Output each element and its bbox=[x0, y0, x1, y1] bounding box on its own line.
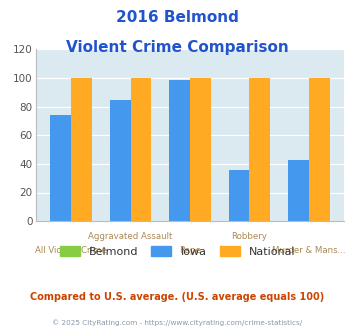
Legend: Belmond, Iowa, National: Belmond, Iowa, National bbox=[56, 243, 299, 260]
Text: Rape: Rape bbox=[179, 246, 201, 255]
Bar bbox=[249, 78, 270, 221]
Text: © 2025 CityRating.com - https://www.cityrating.com/crime-statistics/: © 2025 CityRating.com - https://www.city… bbox=[53, 319, 302, 326]
Bar bbox=[169, 80, 190, 221]
Bar bbox=[309, 78, 329, 221]
Text: Aggravated Assault: Aggravated Assault bbox=[88, 232, 173, 241]
Bar bbox=[131, 78, 151, 221]
Text: Compared to U.S. average. (U.S. average equals 100): Compared to U.S. average. (U.S. average … bbox=[31, 292, 324, 302]
Bar bbox=[229, 170, 249, 221]
Text: All Violent Crime: All Violent Crime bbox=[36, 246, 107, 255]
Bar bbox=[190, 78, 211, 221]
Text: Murder & Mans...: Murder & Mans... bbox=[272, 246, 345, 255]
Text: 2016 Belmond: 2016 Belmond bbox=[116, 10, 239, 25]
Bar bbox=[71, 78, 92, 221]
Text: Violent Crime Comparison: Violent Crime Comparison bbox=[66, 40, 289, 54]
Text: Robbery: Robbery bbox=[231, 232, 267, 241]
Bar bbox=[50, 115, 71, 221]
Bar bbox=[288, 160, 309, 221]
Bar bbox=[110, 100, 131, 221]
